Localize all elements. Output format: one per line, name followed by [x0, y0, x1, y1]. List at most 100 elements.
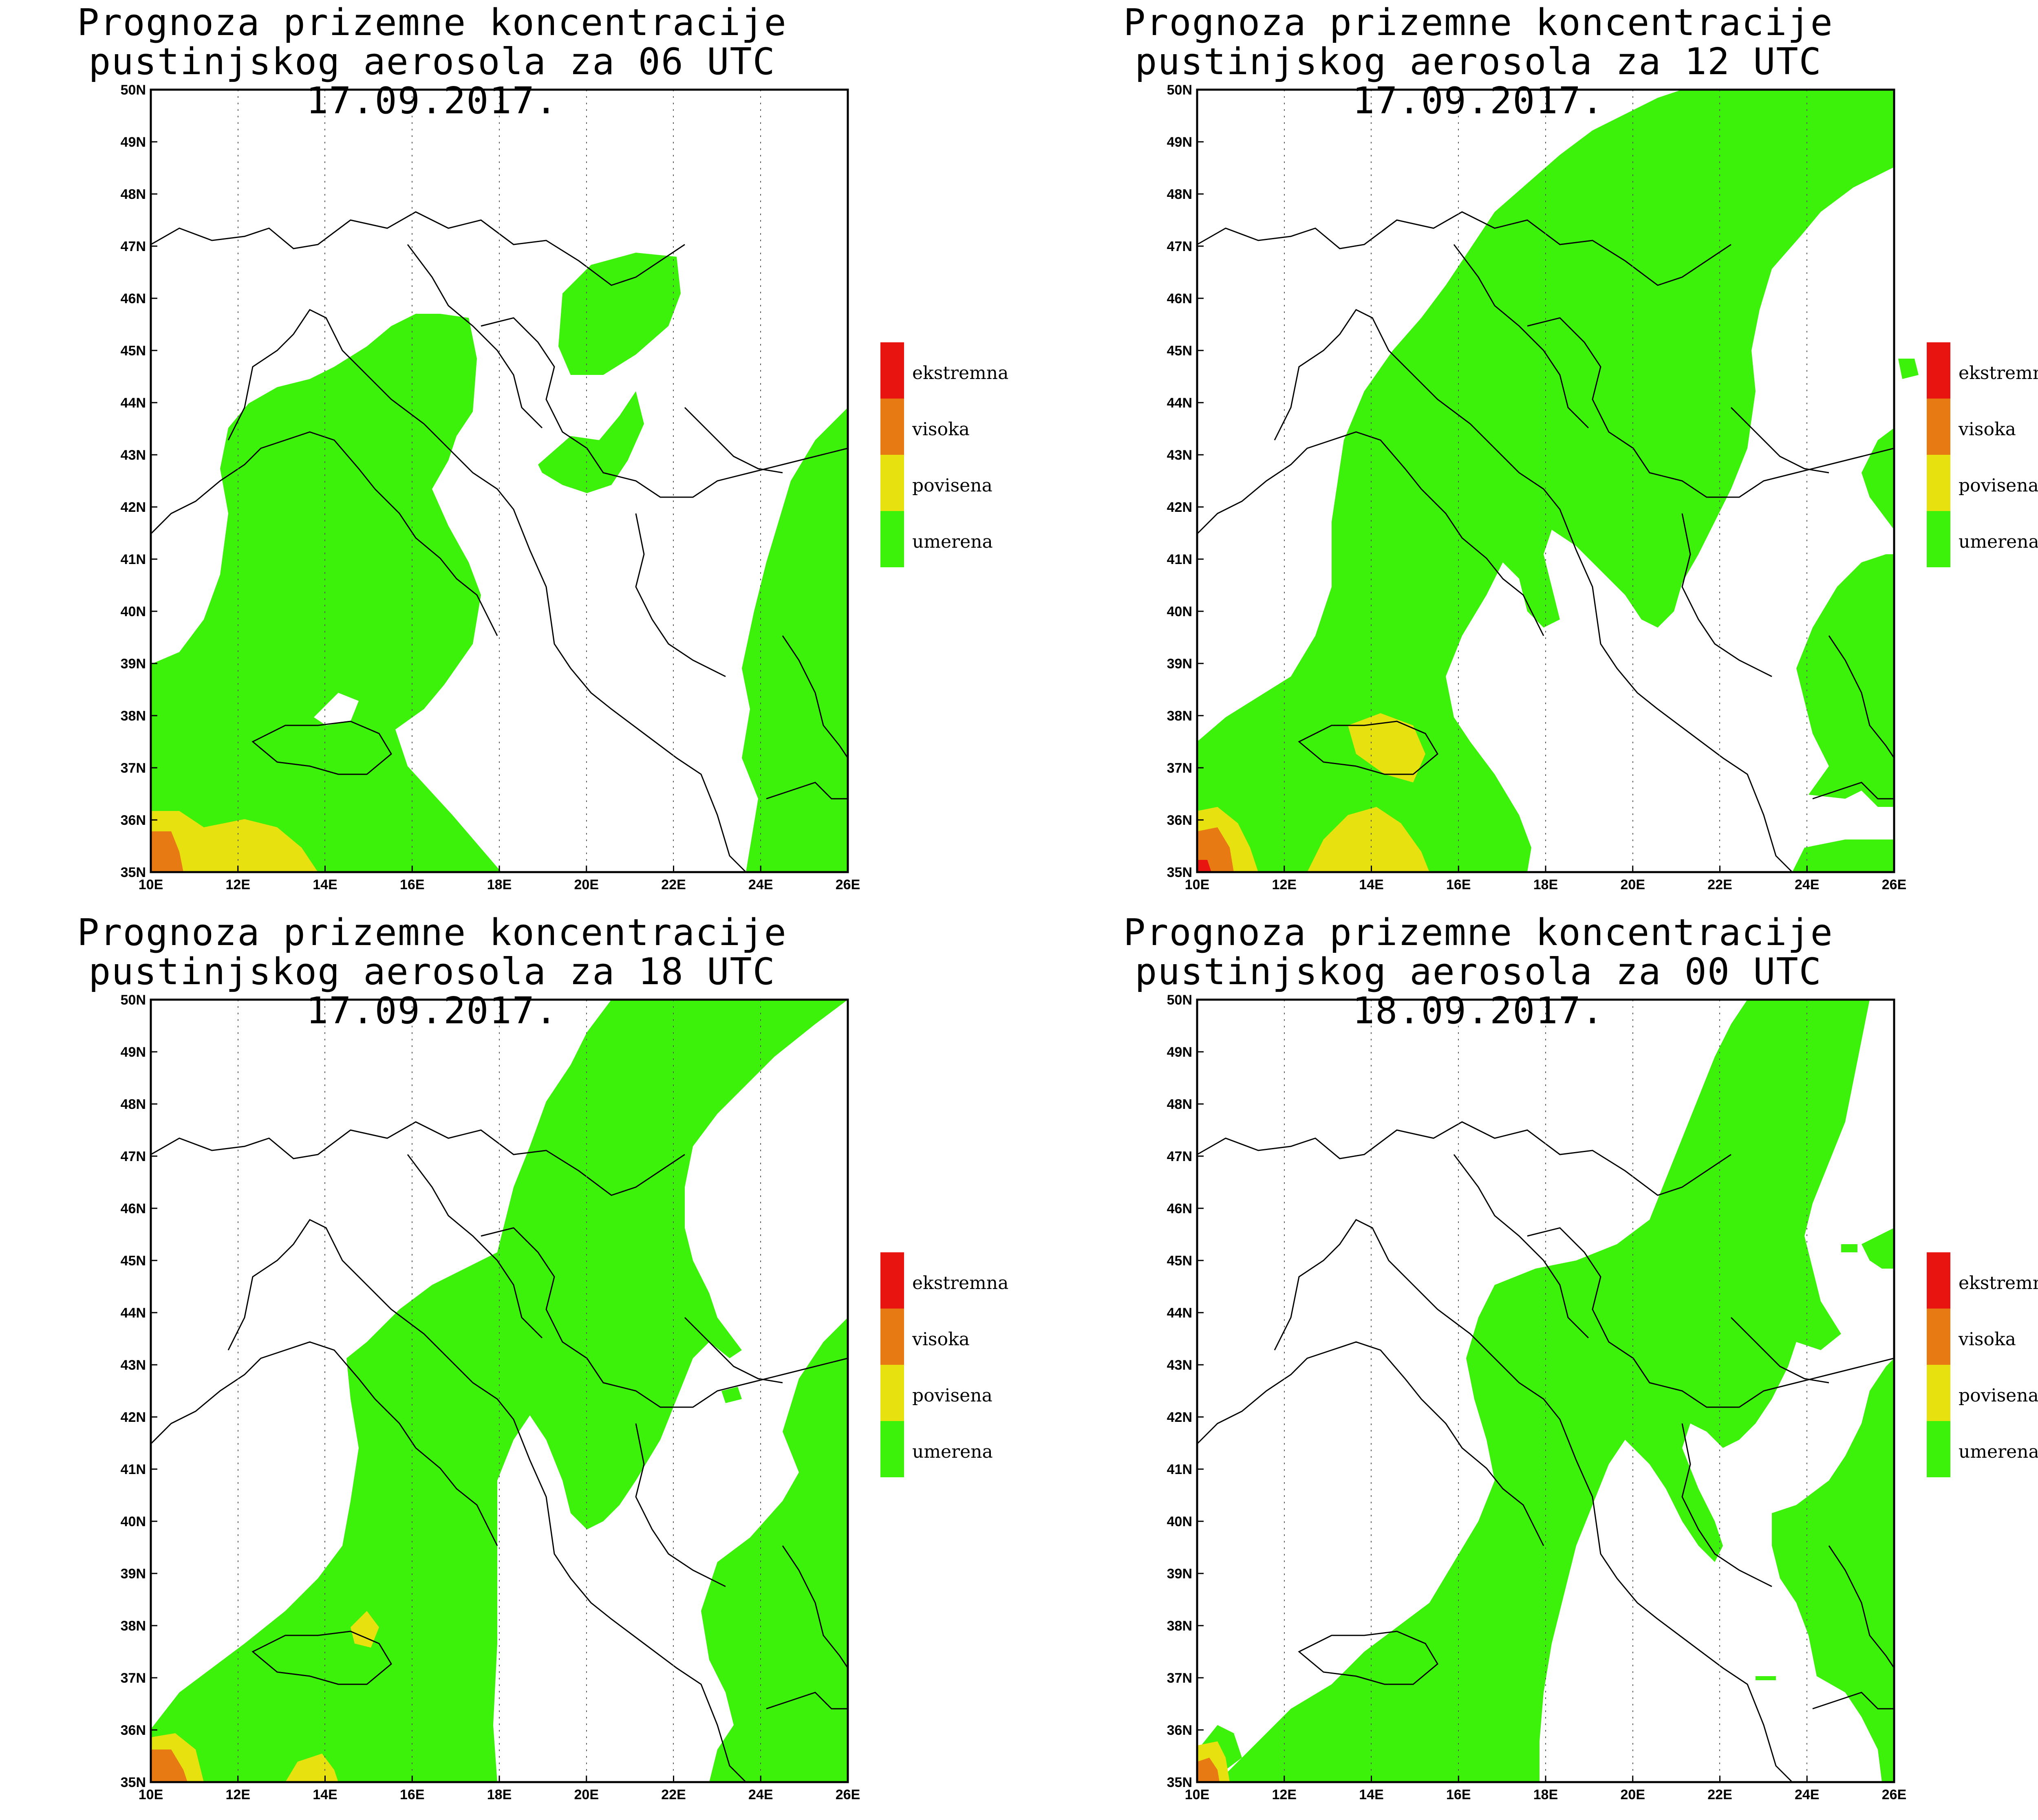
y-tick-label: 44N	[121, 395, 146, 411]
y-tick-label: 45N	[1167, 1253, 1192, 1269]
graticule	[238, 1000, 761, 1782]
x-tick-label: 18E	[1533, 877, 1558, 892]
title-line-1: Prognoza prizemne koncentracije	[1123, 1, 1833, 44]
x-tick-label: 20E	[1621, 1787, 1645, 1802]
x-tick-label: 20E	[574, 877, 599, 892]
x-tick-label: 22E	[661, 1787, 686, 1802]
legend-item-visoka: visoka	[1923, 1309, 2038, 1365]
y-tick-label: 42N	[1167, 1410, 1192, 1425]
y-tick-label: 41N	[121, 1462, 146, 1477]
povisena-region	[151, 811, 318, 872]
legend-item-umerena: umerena	[876, 1421, 1064, 1477]
x-tick-label: 12E	[1272, 1787, 1297, 1802]
visoka-region	[151, 1749, 187, 1782]
x-tick-label: 16E	[1446, 1787, 1471, 1802]
y-tick-label: 38N	[1167, 708, 1192, 724]
y-tick-label: 39N	[121, 1566, 146, 1582]
umerena-region	[538, 391, 644, 493]
umerena-region	[721, 1387, 742, 1403]
y-tick-label: 40N	[1167, 1514, 1192, 1529]
y-tick-label: 50N	[121, 82, 146, 98]
map-panel-3: 10E 12E 14E 16E 18E 20E 22E 24E 26E 35N 36N 37N 38N 3…	[0, 910, 1046, 1820]
y-tick-label: 36N	[121, 1723, 146, 1738]
y-tick-label: 48N	[121, 187, 146, 202]
umerena-region	[558, 253, 681, 375]
y-tick-label: 45N	[121, 1253, 146, 1269]
y-tick-label: 43N	[121, 1357, 146, 1373]
legend-item-povisena: povisena	[1923, 1365, 2038, 1421]
umerena-region	[1772, 1358, 1894, 1782]
country-borders	[150, 211, 849, 873]
visoka-region	[1197, 1758, 1220, 1782]
y-tick-label: 43N	[1167, 1357, 1192, 1373]
y-tick-label: 42N	[121, 1410, 146, 1425]
y-tick-label: 37N	[121, 1670, 146, 1686]
x-tick-label: 26E	[1882, 1787, 1907, 1802]
country-borders	[1196, 1121, 1895, 1783]
title-line-1: Prognoza prizemne koncentracije	[77, 911, 787, 954]
umerena-region	[1862, 428, 1894, 530]
map-plot-1: 10E 12E 14E 16E 18E 20E 22E 24E 26E 35N 36N 37N 38N 3…	[121, 82, 860, 892]
x-tick-label: 14E	[1359, 1787, 1384, 1802]
x-tick-label: 22E	[661, 877, 686, 892]
map-plot-4: 10E 12E 14E 16E 18E 20E 22E 24E 26E 35N 36N 37N 38N 3…	[1167, 992, 1907, 1802]
y-tick-label: 50N	[1167, 992, 1192, 1008]
y-tick-label: 37N	[1167, 1670, 1192, 1686]
x-tick-label: 24E	[748, 877, 773, 892]
y-tick-label: 50N	[1167, 82, 1192, 98]
y-tick-label: 36N	[1167, 1723, 1192, 1738]
y-tick-label: 47N	[121, 1149, 146, 1164]
y-tick-label: 43N	[121, 447, 146, 463]
x-tick-label: 26E	[836, 1787, 860, 1802]
x-tick-label: 24E	[748, 1787, 773, 1802]
povisena-region	[351, 1611, 379, 1648]
visoka-region	[151, 831, 183, 872]
y-tick-label: 43N	[1167, 447, 1192, 463]
y-tick-label: 46N	[1167, 291, 1192, 306]
y-tick-label: 37N	[1167, 760, 1192, 776]
y-tick-label: 44N	[1167, 395, 1192, 411]
y-tick-label: 48N	[121, 1097, 146, 1112]
y-tick-label: 35N	[121, 1775, 146, 1790]
map-panel-4: 10E 12E 14E 16E 18E 20E 22E 24E 26E 35N 36N 37N 38N 3…	[1046, 910, 2038, 1820]
y-tick-label: 49N	[1167, 134, 1192, 150]
title-line-2: pustinjskog aerosola za 00 UTC 18.09.201…	[1135, 950, 1822, 1032]
legend: ekstremna visoka povisena umerena	[1923, 342, 2038, 567]
x-tick-label: 12E	[226, 1787, 251, 1802]
title-line-1: Prognoza prizemne koncentracije	[1123, 911, 1833, 954]
x-tick-label: 14E	[313, 1787, 337, 1802]
y-tick-label: 48N	[1167, 1097, 1192, 1112]
y-tick-label: 46N	[121, 291, 146, 306]
x-tick-label: 14E	[313, 877, 337, 892]
legend-item-visoka: visoka	[876, 1309, 1064, 1365]
umerena-region	[1898, 359, 1919, 379]
x-tick-label: 16E	[400, 877, 425, 892]
legend-item-visoka: visoka	[876, 399, 1064, 455]
y-tick-label: 38N	[1167, 1618, 1192, 1634]
x-tick-label: 18E	[487, 1787, 512, 1802]
country-borders	[1196, 211, 1895, 873]
y-tick-label: 42N	[1167, 500, 1192, 515]
umerena-region	[1841, 1244, 1857, 1252]
map-panel-1: 10E 12E 14E 16E 18E 20E 22E 24E 26E 35N 36N 37N 38N 3…	[0, 0, 1046, 910]
graticule	[1284, 90, 1807, 872]
dust-fields	[151, 253, 848, 872]
umerena-region	[701, 1318, 848, 1782]
dust-fields	[1197, 1000, 1894, 1782]
y-tick-label: 49N	[121, 134, 146, 150]
legend-item-umerena: umerena	[1923, 1421, 2038, 1477]
x-tick-label: 22E	[1707, 1787, 1732, 1802]
x-tick-label: 14E	[1359, 877, 1384, 892]
x-tick-label: 26E	[836, 877, 860, 892]
y-tick-label: 44N	[1167, 1305, 1192, 1321]
graticule	[1284, 1000, 1807, 1782]
legend-item-povisena: povisena	[876, 455, 1064, 511]
y-tick-label: 45N	[121, 343, 146, 359]
legend-item-umerena: umerena	[876, 511, 1064, 567]
x-tick-label: 18E	[1533, 1787, 1558, 1802]
umerena-region	[742, 408, 848, 872]
y-tick-label: 39N	[1167, 1566, 1192, 1582]
legend-item-povisena: povisena	[876, 1365, 1064, 1421]
y-tick-label: 46N	[1167, 1201, 1192, 1216]
y-tick-label: 41N	[1167, 1462, 1192, 1477]
